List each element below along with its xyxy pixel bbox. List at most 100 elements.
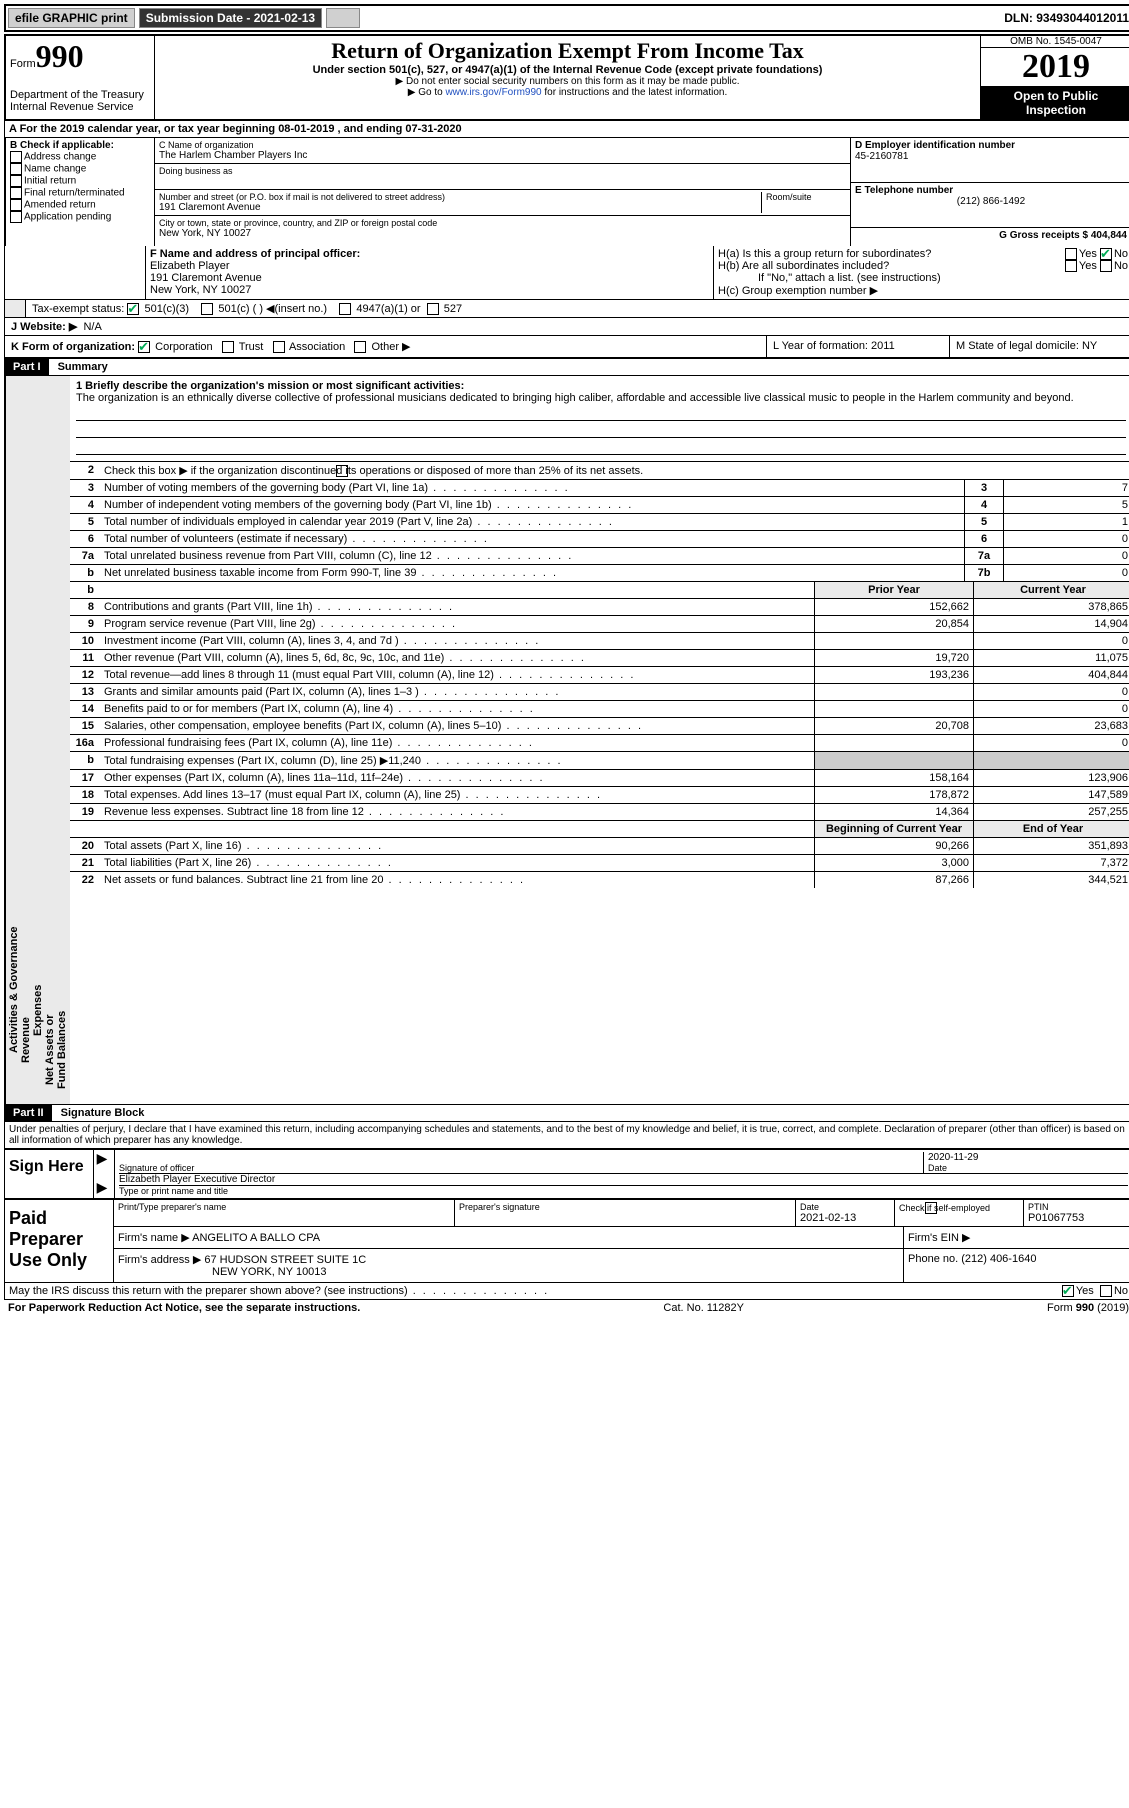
table-row: 17Other expenses (Part IX, column (A), l… [70,770,1129,787]
table-row: 8Contributions and grants (Part VIII, li… [70,599,1129,616]
name-change-checkbox[interactable] [10,163,22,175]
table-row: 12Total revenue—add lines 8 through 11 (… [70,667,1129,684]
assoc-checkbox[interactable] [273,341,285,353]
section-klm: K Form of organization: Corporation Trus… [4,336,1129,359]
tax-year: 2019 [981,47,1129,86]
ptin: P01067753 [1028,1212,1128,1224]
lines-3-7: 2Check this box ▶ if the organization di… [70,461,1129,581]
part1-header: Part I Summary [4,359,1129,376]
527-checkbox[interactable] [427,303,439,315]
sign-here-label: Sign Here [5,1150,94,1198]
top-toolbar: efile GRAPHIC print Submission Date - 20… [4,4,1129,32]
na-header: Beginning of Current Year End of Year 20… [70,820,1129,888]
h-b-no-checkbox[interactable] [1100,260,1112,272]
table-row: 4Number of independent voting members of… [70,497,1129,514]
irs-link[interactable]: www.irs.gov/Form990 [445,87,541,98]
submission-date-button[interactable]: Submission Date - 2021-02-13 [139,8,322,28]
box-b: B Check if applicable: Address change Na… [6,138,155,246]
501c-checkbox[interactable] [201,303,213,315]
app-pending-checkbox[interactable] [10,211,22,223]
rev-header: b Prior Year Current Year 8Contributions… [70,581,1129,820]
part1-body: Activities & Governance Revenue Expenses… [4,376,1129,1105]
4947-checkbox[interactable] [339,303,351,315]
self-emp-checkbox[interactable] [925,1202,937,1214]
firm-phone: Phone no. (212) 406-1640 [903,1249,1129,1282]
discuss-yes-checkbox[interactable] [1062,1285,1074,1297]
table-row: 18Total expenses. Add lines 13–17 (must … [70,787,1129,804]
table-row: 14Benefits paid to or for members (Part … [70,701,1129,718]
box-h: H(a) Is this a group return for subordin… [714,246,1129,299]
efile-print-button[interactable]: efile GRAPHIC print [8,8,135,28]
dept-treasury: Department of the Treasury [10,89,150,101]
preparer-section: Paid Preparer Use Only Print/Type prepar… [4,1200,1129,1283]
line-a: A For the 2019 calendar year, or tax yea… [4,121,1129,138]
table-row: 20Total assets (Part X, line 16)90,26635… [70,838,1129,855]
paid-preparer-label: Paid Preparer Use Only [5,1200,114,1282]
state-domicile: M State of legal domicile: NY [950,336,1129,357]
final-return-checkbox[interactable] [10,187,22,199]
form-prefix: Form [10,58,36,70]
table-row: 16aProfessional fundraising fees (Part I… [70,735,1129,752]
side-label-all: Activities & Governance Revenue Expenses… [5,376,70,1104]
form-subtitle: Under section 501(c), 527, or 4947(a)(1)… [159,64,976,76]
form-version: Form 990 (2019) [1047,1302,1129,1314]
firm-addr2: NEW YORK, NY 10013 [212,1266,327,1278]
form-title: Return of Organization Exempt From Incom… [159,38,976,64]
form-number: 990 [36,38,84,74]
section-bcd: B Check if applicable: Address change Na… [4,138,1129,246]
box-c: C Name of organization The Harlem Chambe… [155,138,851,246]
prep-date: 2021-02-13 [800,1212,890,1224]
website: N/A [83,321,101,333]
line1-label: 1 Briefly describe the organization's mi… [76,380,1126,392]
section-i: Tax-exempt status: 501(c)(3) 501(c) ( ) … [4,300,1129,318]
org-city: New York, NY 10027 [159,228,846,239]
table-row: 10Investment income (Part VIII, column (… [70,633,1129,650]
discuss-row: May the IRS discuss this return with the… [4,1283,1129,1300]
ein: 45-2160781 [855,151,1127,162]
line2-checkbox[interactable] [336,465,348,477]
table-row: 11Other revenue (Part VIII, column (A), … [70,650,1129,667]
dept-irs: Internal Revenue Service [10,101,150,113]
firm-addr1: 67 HUDSON STREET SUITE 1C [204,1254,366,1266]
table-row: 7aTotal unrelated business revenue from … [70,548,1129,565]
year-formation: L Year of formation: 2011 [767,336,950,357]
footer: For Paperwork Reduction Act Notice, see … [4,1300,1129,1316]
box-f: F Name and address of principal officer:… [146,246,714,299]
table-row: 21Total liabilities (Part X, line 26)3,0… [70,855,1129,872]
h-a-yes-checkbox[interactable] [1065,248,1077,260]
table-row: 15Salaries, other compensation, employee… [70,718,1129,735]
discuss-no-checkbox[interactable] [1100,1285,1112,1297]
addr-change-checkbox[interactable] [10,151,22,163]
org-street: 191 Claremont Avenue [159,202,757,213]
table-row: bNet unrelated business taxable income f… [70,565,1129,582]
blank-button[interactable] [326,8,360,28]
table-row: 9Program service revenue (Part VIII, lin… [70,616,1129,633]
table-row: bTotal fundraising expenses (Part IX, co… [70,752,1129,770]
table-row: 6Total number of volunteers (estimate if… [70,531,1129,548]
phone: (212) 866-1492 [855,196,1127,207]
mission-text: The organization is an ethnically divers… [76,392,1126,404]
officer-name: Elizabeth Player Executive Director [119,1174,1128,1185]
form-header: Form990 Return of Organization Exempt Fr… [4,34,1129,121]
initial-return-checkbox[interactable] [10,175,22,187]
h-a-no-checkbox[interactable] [1100,248,1112,260]
trust-checkbox[interactable] [222,341,234,353]
h-b-yes-checkbox[interactable] [1065,260,1077,272]
other-checkbox[interactable] [354,341,366,353]
declaration: Under penalties of perjury, I declare th… [4,1122,1129,1148]
501c3-checkbox[interactable] [127,303,139,315]
corp-checkbox[interactable] [138,341,150,353]
instr-link: ▶ Go to www.irs.gov/Form990 for instruct… [159,87,976,98]
table-row: 19Revenue less expenses. Subtract line 1… [70,804,1129,821]
sign-section: Sign Here ▶▶ Signature of officer 2020-1… [4,1148,1129,1200]
section-fh: F Name and address of principal officer:… [4,246,1129,300]
amended-return-checkbox[interactable] [10,199,22,211]
gross-receipts: G Gross receipts $ 404,844 [855,230,1127,241]
section-j: J Website: ▶ N/A [4,318,1129,336]
box-d-e-g: D Employer identification number 45-2160… [851,138,1129,246]
org-name: The Harlem Chamber Players Inc [159,150,846,161]
table-row: 5Total number of individuals employed in… [70,514,1129,531]
dln-label: DLN: 93493044012011 [1004,11,1129,25]
firm-name: ANGELITO A BALLO CPA [192,1232,320,1244]
sign-date: 2020-11-29 [928,1152,1128,1163]
